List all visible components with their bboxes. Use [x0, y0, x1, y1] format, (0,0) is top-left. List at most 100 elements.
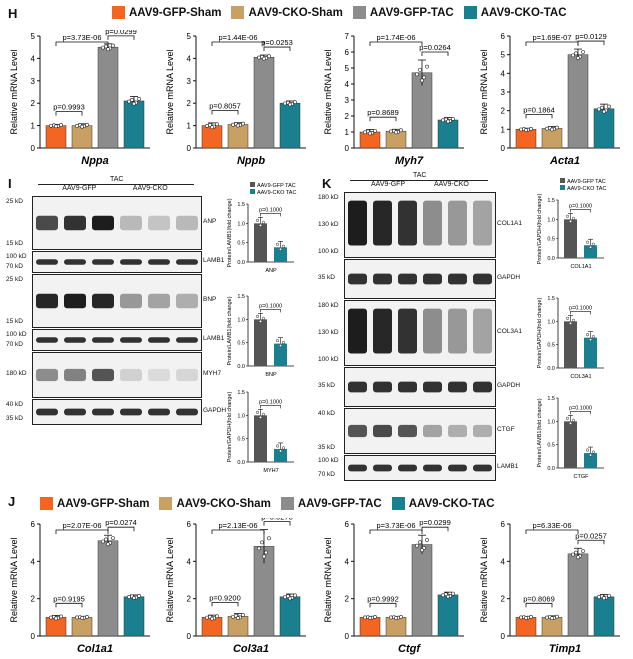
- bar: [584, 337, 597, 368]
- y-tick-label: 0.0: [237, 364, 245, 370]
- blot-band: [120, 408, 142, 416]
- y-tick-label: 6: [187, 520, 192, 529]
- y-tick-label: 0: [187, 144, 192, 153]
- data-point: [568, 219, 573, 223]
- blot-row-label: COL3A1: [497, 328, 522, 335]
- data-point: [101, 539, 105, 544]
- legend-label: AAV9-CKO-TAC: [480, 6, 567, 19]
- blot-group-gfp: AAV9-GFP: [371, 181, 406, 188]
- blot-row-label: GAPDH: [497, 382, 521, 389]
- blot-mw-label: 100 kD: [6, 253, 27, 260]
- data-point: [275, 242, 280, 246]
- blot-band: [423, 381, 442, 393]
- blot-band: [398, 308, 417, 354]
- blot-row-ctgf: [344, 408, 496, 454]
- data-point: [399, 128, 403, 133]
- legend-label: AAV9-CKO-Sham: [176, 497, 271, 510]
- data-point: [373, 128, 377, 133]
- data-point: [281, 446, 286, 450]
- data-point: [54, 124, 58, 129]
- p-value-label: p=0.1000: [259, 207, 282, 213]
- blot-mw-label: 100 kD: [318, 248, 339, 255]
- data-point: [576, 555, 580, 560]
- blot-mw-label: 70 kD: [6, 263, 23, 270]
- gene-label: Acta1: [549, 155, 580, 167]
- data-point: [137, 96, 141, 101]
- y-tick-label: 1: [345, 128, 350, 137]
- blot-bands-myh7: [36, 368, 198, 382]
- y-tick-label: 4: [31, 557, 36, 566]
- legend-swatch: [391, 497, 405, 510]
- quant-chart-col3a1: Protein/GAPDH(fold change) 0.0 0.5 1.0 1.5 p=…: [537, 296, 604, 380]
- blot-row-gapdh: [344, 367, 496, 407]
- legend-swatch: [250, 189, 255, 194]
- blot-band: [176, 215, 198, 231]
- blot-mw-label: 100 kD: [318, 356, 339, 363]
- blot-mw-label: 35 kD: [318, 444, 335, 451]
- blot-band: [473, 308, 492, 354]
- blot-header-line: [38, 184, 194, 185]
- blot-header-tac: TAC: [413, 172, 427, 179]
- blot-band: [92, 215, 114, 231]
- p-value-label: p=0.0274: [105, 518, 137, 527]
- y-tick-label: 3: [187, 77, 192, 86]
- data-point: [571, 216, 576, 220]
- data-point: [267, 536, 271, 541]
- y-tick-label: 5: [501, 51, 506, 60]
- data-point: [278, 449, 283, 453]
- y-tick-label: 1.0: [237, 317, 245, 323]
- blot-band: [92, 408, 114, 416]
- y-tick-label: 0: [31, 144, 36, 153]
- y-tick-label: 0.0: [547, 366, 555, 372]
- data-point: [571, 53, 575, 58]
- p-value-label: p=0.0129: [575, 32, 607, 41]
- data-point: [255, 410, 260, 414]
- blot-band: [120, 293, 142, 309]
- data-point: [394, 615, 398, 620]
- significance-bracket: [570, 209, 591, 213]
- data-point: [519, 615, 523, 620]
- blot-row-label: GAPDH: [203, 407, 227, 414]
- data-point: [261, 220, 266, 224]
- data-point: [524, 128, 528, 132]
- data-point: [529, 614, 533, 619]
- bar-chart-ctgf: Relative mRNA Level 0 2 4 6 p=0.9992 p=0.0299p…: [323, 518, 464, 655]
- data-point: [555, 125, 559, 130]
- y-tick-label: 4: [187, 54, 192, 63]
- quant-chart-myh7: Protein/GAPDH(fold change) 0.0 0.5 1.0 1.5 p=…: [227, 390, 294, 474]
- blot-band: [373, 424, 392, 438]
- significance-bracket: [525, 602, 553, 608]
- data-point: [591, 242, 596, 246]
- p-value-label: p=2.07E-06: [63, 521, 102, 530]
- data-point: [241, 121, 245, 126]
- blot-band: [398, 200, 417, 246]
- data-point: [418, 67, 422, 72]
- blot-mw-label: 25 kD: [6, 198, 23, 205]
- significance-bracket: [211, 110, 239, 115]
- legend-item: AAV9-GFP-TAC: [280, 497, 382, 510]
- data-point: [258, 415, 263, 419]
- data-point: [293, 100, 297, 105]
- data-point: [210, 125, 214, 130]
- blot-band: [348, 464, 367, 472]
- data-point: [262, 554, 266, 559]
- data-point: [607, 104, 611, 109]
- blot-bands-col3a1: [348, 308, 492, 354]
- y-tick-label: 4: [501, 557, 506, 566]
- y-tick-label: 3: [345, 96, 350, 105]
- data-point: [574, 51, 578, 56]
- data-point: [80, 615, 84, 620]
- data-point: [234, 613, 238, 618]
- gene-label: Myh7: [395, 155, 424, 167]
- blot-mw-label: 180 kD: [318, 194, 339, 201]
- blot-band: [64, 215, 86, 231]
- y-tick-label: 1.5: [547, 396, 555, 402]
- bar: [593, 108, 615, 149]
- panel-label-h: H: [8, 6, 18, 21]
- p-value-label: p=0.9195: [53, 594, 85, 603]
- data-point: [85, 122, 89, 127]
- data-point: [283, 101, 287, 106]
- blot-band: [348, 381, 367, 393]
- blot-header-line: [350, 180, 488, 181]
- data-point: [545, 615, 549, 620]
